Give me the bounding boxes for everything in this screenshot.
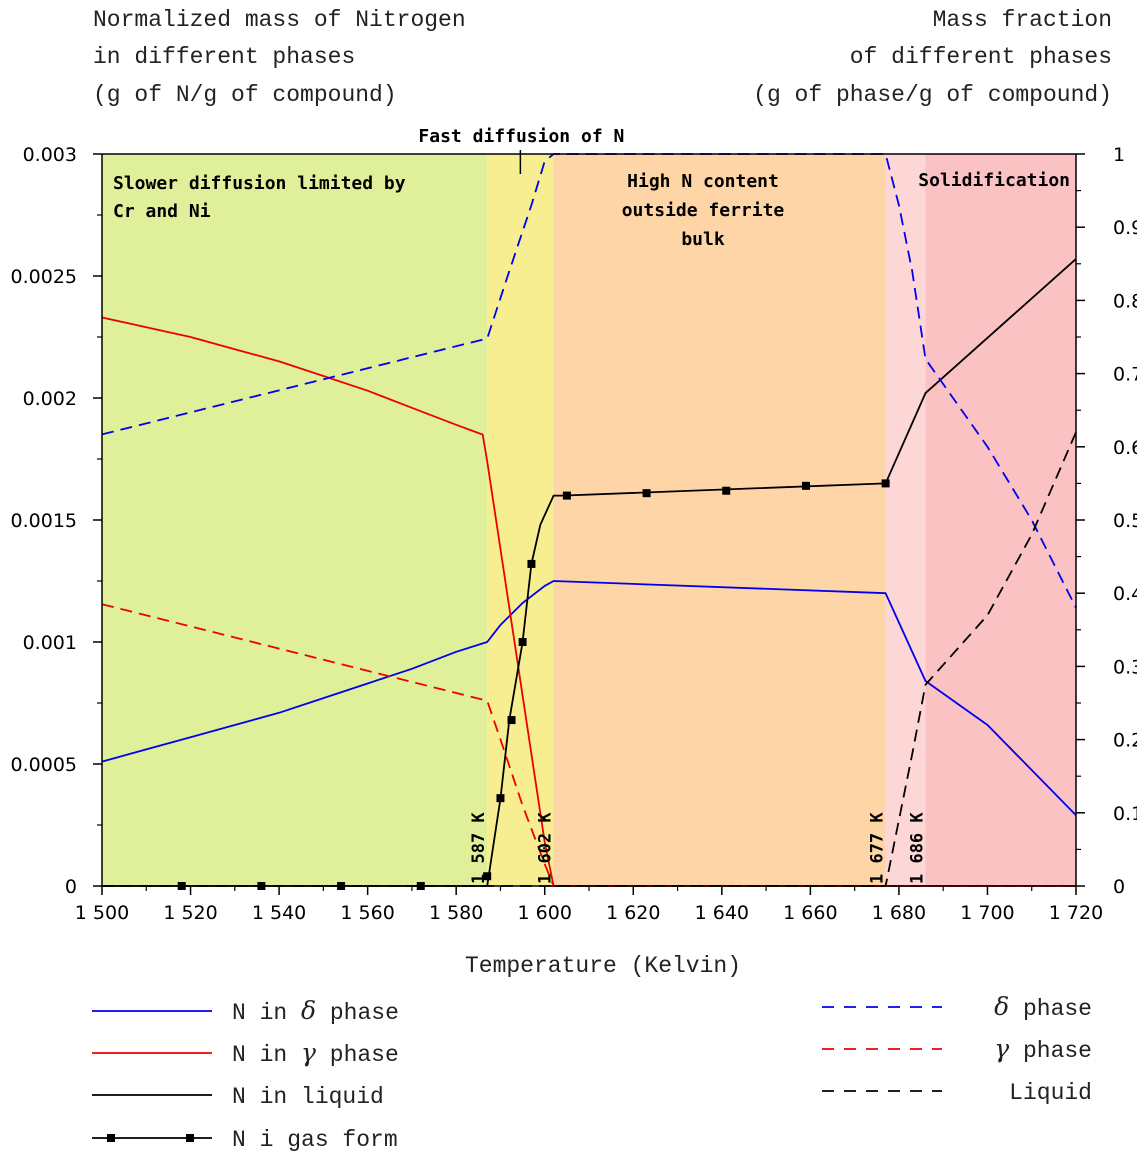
right-axis-title-line-3: (g of phase/g of compound)	[753, 82, 1112, 108]
gas-form-marker-6	[496, 794, 505, 803]
y-right-tick-label-4: 0.3	[1113, 656, 1137, 678]
region-band-3	[553, 154, 886, 886]
legend-left-label-2-prefix: N in	[232, 1042, 301, 1068]
gas-form-marker-5	[483, 872, 492, 881]
fast-diffusion-label: Fast diffusion of N	[418, 126, 624, 147]
temperature-marker-label-1: 1 587 K	[469, 812, 489, 884]
region-band-5	[925, 154, 1076, 886]
left-axis-title-line-3: (g of N/g of compound)	[93, 82, 397, 108]
legend-right-label-3-prefix: Liquid	[1009, 1080, 1092, 1106]
legend-right-label-1: δ phase	[994, 992, 1092, 1022]
y-right-tick-label-11: 1	[1113, 144, 1125, 166]
y-right-tick-label-5: 0.4	[1113, 583, 1137, 605]
y-right-tick-label-3: 0.2	[1113, 730, 1137, 752]
region-label-high-n-line-2: outside ferrite	[622, 200, 785, 221]
y-left-tick-label-6: 0.0025	[11, 266, 77, 288]
legend-left-label-1-suffix: phase	[316, 1000, 399, 1026]
x-tick-label-8: 1 640	[695, 902, 749, 924]
y-right-tick-label-9: 0.8	[1113, 290, 1137, 312]
temperature-regions	[102, 154, 1076, 886]
x-tick-label-1: 1 500	[75, 902, 129, 924]
x-tick-label-9: 1 660	[783, 902, 837, 924]
gas-form-marker-10	[562, 491, 571, 500]
legend-left-label-3-prefix: N in liquid	[232, 1084, 384, 1110]
gas-form-marker-13	[801, 481, 810, 490]
y-left-tick-label-2: 0.0005	[11, 754, 77, 776]
temperature-marker-label-4: 1 686 K	[907, 812, 927, 884]
legend-right-label-1-suffix: phase	[1009, 996, 1092, 1022]
gas-form-marker-9	[527, 559, 536, 568]
legend-left-label-4: N i gas form	[232, 1127, 398, 1153]
region-label-high-n-line-1: High N content	[627, 171, 779, 192]
left-axis-title: Normalized mass of Nitrogen in different…	[93, 7, 466, 108]
x-tick-label-3: 1 540	[252, 902, 306, 924]
gas-form-marker-11	[642, 489, 651, 498]
x-tick-label-7: 1 620	[606, 902, 660, 924]
legend-right-label-2: γ phase	[994, 1034, 1092, 1064]
y-left-tick-label-7: 0.003	[23, 144, 77, 166]
temperature-markers: 1 587 K 1 602 K 1 677 K 1 686 K	[469, 812, 927, 884]
y-right-tick-label-2: 0.1	[1113, 803, 1137, 825]
series-line-7	[102, 431, 1077, 887]
x-tick-label-4: 1 560	[340, 902, 394, 924]
gas-form-marker-7	[507, 716, 516, 725]
region-labels: Slower diffusion limited by Cr and Ni High…	[113, 126, 1070, 250]
legend-right-label-2-suffix: phase	[1009, 1038, 1092, 1064]
x-axis-title: Temperature (Kelvin)	[465, 953, 741, 979]
region-label-diffusion-line-2: Cr and Ni	[113, 201, 211, 222]
y-right-tick-label-7: 0.6	[1113, 437, 1137, 459]
legend-left-line-4-marker-1	[107, 1134, 115, 1142]
y-right-tick-label-6: 0.5	[1113, 510, 1137, 532]
x-tick-label-11: 1 700	[960, 902, 1014, 924]
left-axis-title-line-1: Normalized mass of Nitrogen	[93, 7, 466, 33]
temperature-marker-label-3: 1 677 K	[868, 812, 888, 884]
legend-left-label-1: N in δ phase	[232, 996, 399, 1026]
region-band-4	[885, 154, 926, 886]
gas-form-marker-14	[881, 479, 890, 488]
legend-right-label-2-greek: γ	[994, 1034, 1009, 1063]
right-axis-title-line-1: Mass fraction	[933, 7, 1112, 33]
right-axis-title-line-2: of different phases	[850, 44, 1112, 70]
series-line-1	[101, 580, 1077, 816]
gas-form-marker-12	[722, 486, 731, 495]
series-line-2	[101, 316, 1076, 887]
y-right-tick-label-1: 0	[1113, 876, 1125, 898]
legend-left-label-3: N in liquid	[232, 1084, 384, 1110]
x-tick-label-2: 1 520	[163, 902, 217, 924]
y-left-tick-label-5: 0.002	[23, 388, 77, 410]
y-right-tick-label-8: 0.7	[1113, 364, 1137, 386]
legend-left-label-2-suffix: phase	[316, 1042, 399, 1068]
legend-left-label-1-prefix: N in	[232, 1000, 301, 1026]
right-axis-title: Mass fraction of different phases (g of …	[753, 7, 1112, 108]
gas-form-marker-8	[518, 638, 527, 646]
x-tick-label-10: 1 680	[872, 902, 926, 924]
temperature-marker-label-2: 1 602 K	[536, 812, 556, 884]
legend-left-label-1-greek: δ	[301, 996, 316, 1025]
axes: 1 500 1 520 1 540 1 560 1 580 1 600 1 620 1 640…	[11, 144, 1137, 924]
region-label-diffusion-line-1: Slower diffusion limited by	[113, 173, 406, 194]
y-left-tick-label-1: 0	[65, 876, 77, 898]
y-left-tick-label-4: 0.0015	[11, 510, 77, 532]
solidification-label: Solidification	[918, 170, 1070, 191]
left-axis-title-line-2: in different phases	[93, 44, 355, 70]
region-band-1	[102, 154, 488, 886]
y-left-tick-label-3: 0.001	[23, 632, 77, 654]
legend-left-label-2-greek: γ	[301, 1038, 316, 1067]
region-label-high-n-line-3: bulk	[681, 229, 725, 250]
legend-left-line-4-marker-2	[186, 1134, 194, 1142]
x-tick-label-6: 1 600	[518, 902, 572, 924]
series-line-5	[101, 153, 1077, 609]
legend-left-label-4-prefix: N i gas form	[232, 1127, 398, 1153]
x-tick-label-12: 1 720	[1049, 902, 1103, 924]
legend-right-label-1-greek: δ	[994, 992, 1009, 1021]
x-tick-label-5: 1 580	[429, 902, 483, 924]
region-band-2	[487, 154, 554, 886]
legend-left-label-2: N in γ phase	[232, 1038, 399, 1068]
legend-right-label-3: Liquid	[1009, 1080, 1092, 1106]
y-right-tick-label-10: 0.9	[1113, 217, 1137, 239]
